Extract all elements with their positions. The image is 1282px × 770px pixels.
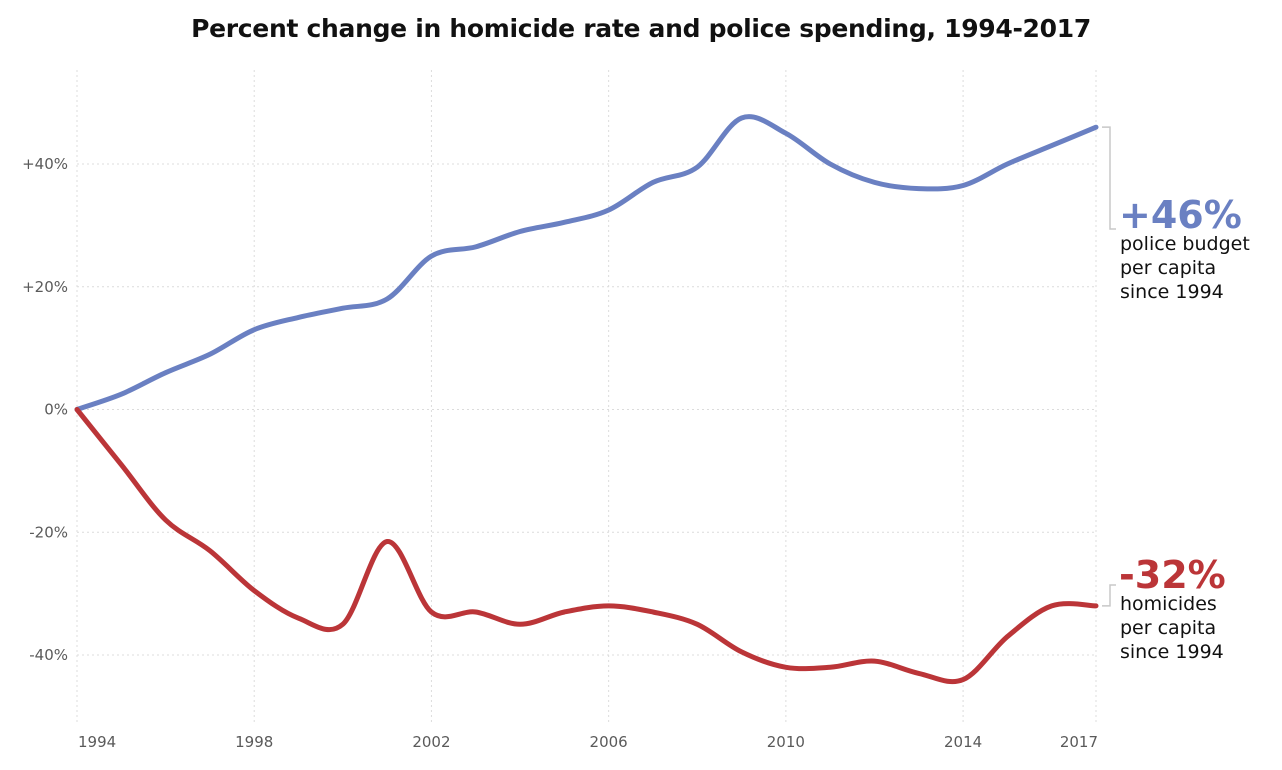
- x-tick-label: 1998: [235, 733, 273, 751]
- y-tick-label: -20%: [29, 523, 68, 541]
- homicide-annotation-value: -32%: [1119, 553, 1226, 597]
- y-tick-label: +20%: [22, 278, 68, 296]
- police-annotation-text: per capita: [1120, 257, 1216, 279]
- x-tick-label: 2002: [412, 733, 450, 751]
- x-tick-label: 2014: [944, 733, 982, 751]
- police-annotation-value: +46%: [1119, 193, 1242, 237]
- homicide-annotation-text: since 1994: [1120, 641, 1224, 663]
- homicide-series-line: [74, 407, 1099, 685]
- police-annotation-text: since 1994: [1120, 281, 1224, 303]
- police-annotation-text: police budget: [1120, 233, 1250, 255]
- x-tick-label: 2006: [590, 733, 628, 751]
- homicide-annotation-bracket: [1102, 584, 1116, 607]
- y-tick-label: 0%: [44, 401, 68, 419]
- homicide-annotation-text: homicides: [1120, 593, 1217, 615]
- x-tick-label: 1994: [78, 733, 116, 751]
- police-series-line: [74, 114, 1099, 412]
- x-tick-label: 2010: [767, 733, 805, 751]
- chart-title: Percent change in homicide rate and poli…: [191, 14, 1091, 43]
- homicide-annotation-text: per capita: [1120, 617, 1216, 639]
- police-annotation-bracket: [1102, 126, 1116, 230]
- y-tick-label: +40%: [22, 155, 68, 173]
- y-tick-label: -40%: [29, 646, 68, 664]
- x-tick-label: 2017: [1060, 733, 1098, 751]
